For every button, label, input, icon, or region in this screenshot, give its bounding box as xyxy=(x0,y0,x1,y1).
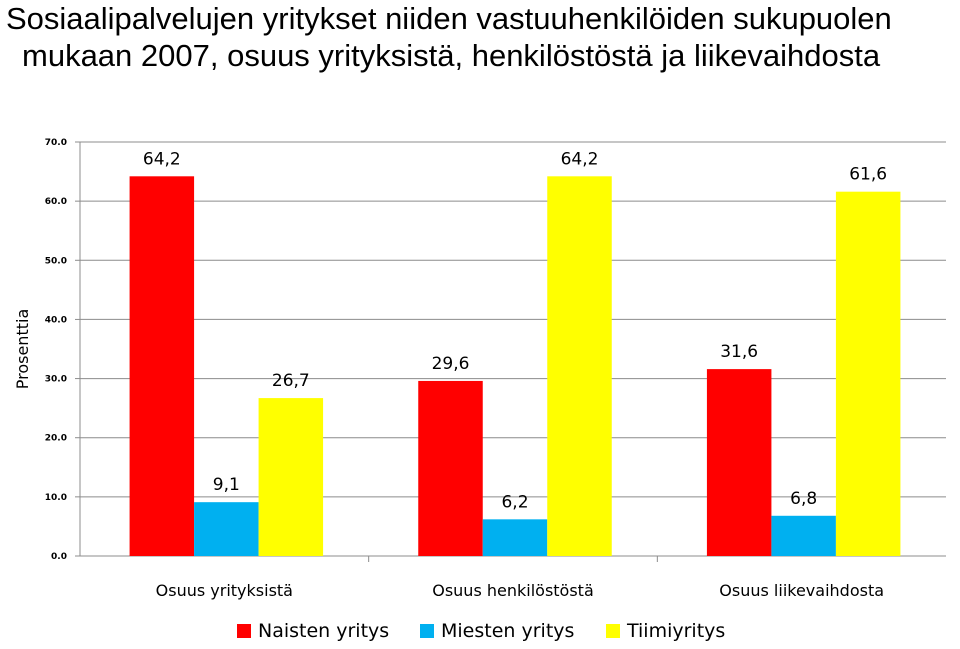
chart-title: Sosiaalipalvelujen yritykset niiden vast… xyxy=(6,0,956,74)
y-tick-label: 50.0 xyxy=(45,256,67,266)
legend-label: Tiimiyritys xyxy=(626,620,725,642)
bar xyxy=(771,515,836,556)
data-label: 64,2 xyxy=(561,149,599,169)
legend-swatch xyxy=(237,624,251,638)
y-tick-label: 20.0 xyxy=(45,434,67,444)
data-label: 9,1 xyxy=(213,475,240,495)
bar xyxy=(835,191,901,556)
data-label: 6,8 xyxy=(790,489,817,509)
data-label: 31,6 xyxy=(720,342,758,362)
category-label: Osuus liikevaihdosta xyxy=(719,581,884,600)
legend-label: Miesten yritys xyxy=(441,620,574,642)
y-tick-label: 70.0 xyxy=(45,138,67,148)
bar xyxy=(258,398,324,556)
bar xyxy=(547,176,612,556)
y-axis-label: Prosenttia xyxy=(13,309,32,390)
y-tick-label: 0.0 xyxy=(51,552,67,562)
data-label: 6,2 xyxy=(501,492,528,512)
category-label: Osuus yrityksistä xyxy=(156,581,293,600)
chart-title-line-2: mukaan 2007, osuus yrityksistä, henkilös… xyxy=(22,38,881,73)
data-label: 61,6 xyxy=(849,165,887,185)
chart-title-line-1: Sosiaalipalvelujen yritykset niiden vast… xyxy=(6,1,892,36)
data-label: 64,2 xyxy=(143,149,181,169)
data-label: 26,7 xyxy=(272,371,310,391)
bar xyxy=(418,380,483,556)
bar xyxy=(706,369,772,556)
legend-label: Naisten yritys xyxy=(258,620,389,642)
y-tick-label: 40.0 xyxy=(45,315,67,325)
y-tick-label: 10.0 xyxy=(45,493,67,503)
legend-swatch xyxy=(420,624,434,638)
bar xyxy=(194,502,259,556)
y-tick-label: 60.0 xyxy=(45,197,67,207)
y-tick-label: 30.0 xyxy=(45,375,67,385)
data-label: 29,6 xyxy=(432,354,470,374)
bar xyxy=(482,519,548,556)
category-label: Osuus henkilöstöstä xyxy=(432,581,594,600)
bar xyxy=(129,176,195,556)
legend-swatch xyxy=(606,624,620,638)
